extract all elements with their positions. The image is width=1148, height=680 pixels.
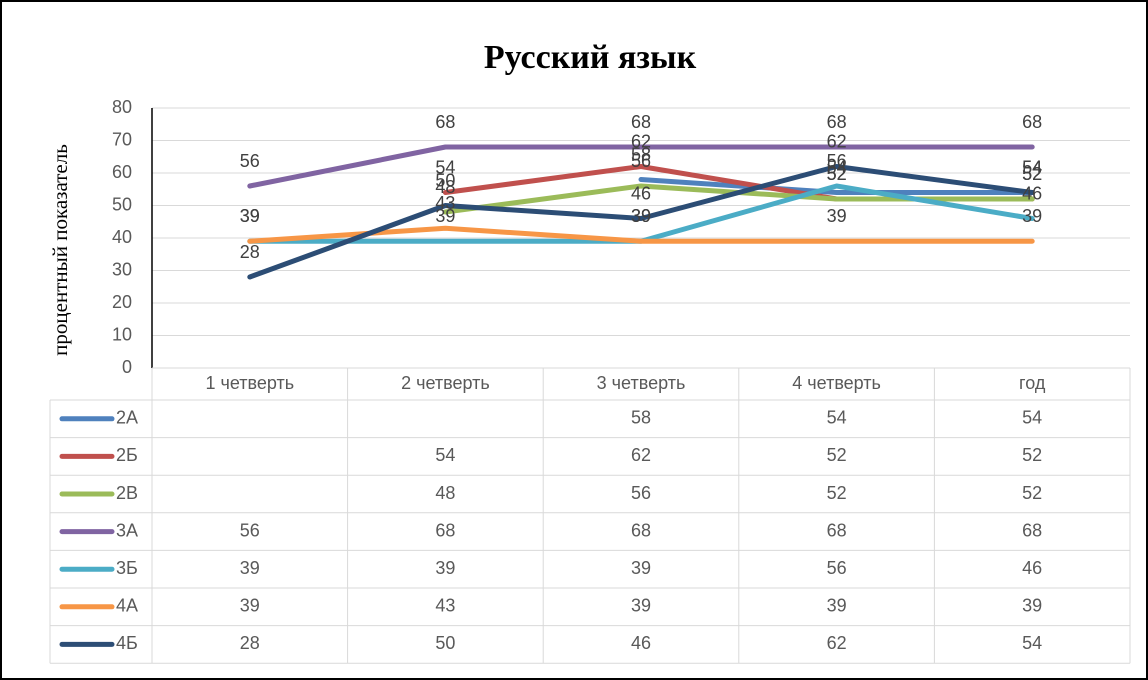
- legend-label: 2Б: [116, 445, 138, 465]
- data-label: 52: [1022, 164, 1042, 184]
- table-cell: 52: [1022, 445, 1042, 465]
- data-label: 39: [631, 206, 651, 226]
- table-cell: 68: [435, 520, 455, 540]
- series-line: [638, 177, 1035, 195]
- table-cell: 43: [435, 596, 455, 616]
- legend-label: 2В: [116, 483, 138, 503]
- data-label: 39: [240, 206, 260, 226]
- table-cell: 58: [631, 408, 651, 428]
- x-tick-label: 4 четверть: [792, 373, 881, 393]
- data-label: 68: [1022, 112, 1042, 132]
- table-cell: 39: [240, 558, 260, 578]
- data-label: 54: [1022, 157, 1042, 177]
- table-cell: 54: [435, 445, 455, 465]
- data-label: 48: [435, 177, 455, 197]
- table-cell: 52: [827, 483, 847, 503]
- table-cell: 39: [827, 596, 847, 616]
- y-tick-label: 20: [112, 292, 132, 312]
- y-tick-label: 70: [112, 129, 132, 149]
- table-cell: 62: [631, 445, 651, 465]
- data-label: 28: [240, 242, 260, 262]
- y-tick-label: 80: [112, 97, 132, 117]
- data-label: 62: [631, 131, 651, 151]
- table-cell: 28: [240, 633, 260, 653]
- y-tick-label: 10: [112, 324, 132, 344]
- series-line: [247, 144, 1035, 189]
- data-label: 54: [827, 157, 847, 177]
- table-cell: 68: [1022, 520, 1042, 540]
- table-cell: 50: [435, 633, 455, 653]
- data-label: 58: [631, 144, 651, 164]
- table-cell: 54: [1022, 633, 1042, 653]
- data-label: 56: [631, 151, 651, 171]
- data-label: 62: [827, 131, 847, 151]
- x-tick-label: год: [1019, 373, 1046, 393]
- legend-label: 2А: [116, 408, 138, 428]
- data-label: 52: [1022, 164, 1042, 184]
- x-tick-label: 3 четверть: [597, 373, 686, 393]
- table-cell: 52: [827, 445, 847, 465]
- y-tick-label: 30: [112, 259, 132, 279]
- data-label: 50: [435, 170, 455, 190]
- series-line: [247, 225, 1035, 244]
- table-cell: 39: [240, 596, 260, 616]
- data-label: 39: [240, 206, 260, 226]
- y-tick-label: 0: [122, 357, 132, 377]
- data-label: 68: [827, 112, 847, 132]
- table-cell: 39: [631, 558, 651, 578]
- legend-label: 4Б: [116, 633, 138, 653]
- data-label: 39: [435, 206, 455, 226]
- legend-label: 3Б: [116, 558, 138, 578]
- table-cell: 52: [1022, 483, 1042, 503]
- x-tick-label: 1 четверть: [205, 373, 294, 393]
- table-cell: 56: [827, 558, 847, 578]
- table-cell: 54: [1022, 408, 1042, 428]
- data-label: 39: [1022, 206, 1042, 226]
- y-tick-label: 50: [112, 194, 132, 214]
- data-label: 39: [827, 206, 847, 226]
- data-label: 46: [1022, 183, 1042, 203]
- data-label: 54: [1022, 157, 1042, 177]
- series-line: [247, 164, 1035, 280]
- data-label: 46: [631, 183, 651, 203]
- table-cell: 56: [631, 483, 651, 503]
- table-cell: 46: [631, 633, 651, 653]
- table-cell: 68: [631, 520, 651, 540]
- table-cell: 56: [240, 520, 260, 540]
- table-cell: 48: [435, 483, 455, 503]
- table-cell: 39: [1022, 596, 1042, 616]
- legend-label: 3А: [116, 520, 138, 540]
- y-tick-label: 60: [112, 162, 132, 182]
- x-tick-label: 2 четверть: [401, 373, 490, 393]
- data-label: 68: [631, 112, 651, 132]
- data-label: 56: [827, 151, 847, 171]
- table-cell: 68: [827, 520, 847, 540]
- chart-title: Русский язык: [484, 39, 697, 76]
- y-axis-label: процентный показатель: [48, 144, 72, 356]
- table-cell: 39: [631, 596, 651, 616]
- table-cell: 39: [435, 558, 455, 578]
- data-label: 68: [435, 112, 455, 132]
- data-label: 39: [631, 206, 651, 226]
- table-cell: 46: [1022, 558, 1042, 578]
- y-tick-label: 40: [112, 227, 132, 247]
- table-cell: 54: [827, 408, 847, 428]
- table-cell: 62: [827, 633, 847, 653]
- data-label: 43: [435, 193, 455, 213]
- legend-label: 4А: [116, 596, 138, 616]
- data-label: 54: [435, 157, 455, 177]
- data-label: 52: [827, 164, 847, 184]
- data-label: 52: [827, 164, 847, 184]
- data-label: 56: [240, 151, 260, 171]
